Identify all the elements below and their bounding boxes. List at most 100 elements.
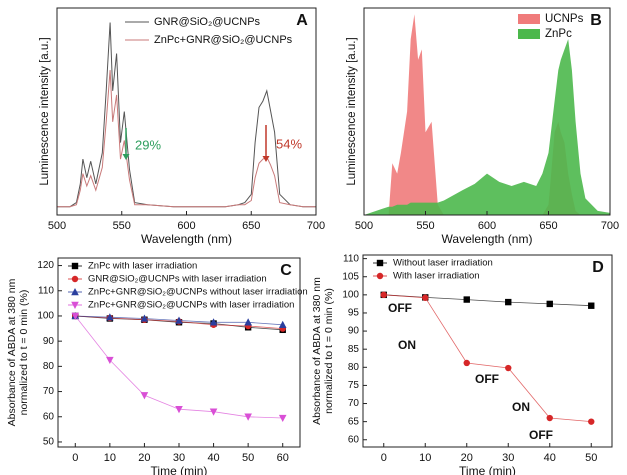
- x-tick-label: 40: [207, 452, 219, 464]
- y-tick-label: 80: [43, 361, 55, 372]
- x-tick-label: 20: [138, 452, 150, 464]
- y-tick-label: 80: [348, 362, 360, 373]
- y-tick-label: 120: [37, 260, 54, 271]
- marker: [140, 314, 149, 322]
- x-tick-label: 50: [242, 452, 254, 464]
- marker: [140, 392, 149, 400]
- x-axis-label: Time (min): [459, 464, 516, 475]
- y-axis-label: normalized to t = 0 min (%): [18, 290, 30, 416]
- legend-label: ZnPc+GNR@SiO₂@UCNPs with laser irradiati…: [88, 300, 294, 311]
- x-tick-label: 60: [277, 452, 289, 464]
- x-tick-label: 600: [478, 220, 496, 232]
- panel-letter: D: [592, 259, 604, 276]
- y-tick-label: 95: [348, 308, 360, 319]
- marker: [588, 302, 595, 309]
- marker: [505, 364, 512, 372]
- marker: [71, 301, 79, 309]
- marker: [244, 413, 252, 421]
- x-tick-label: 10: [104, 452, 116, 464]
- legend-label: ZnPc+GNR@SiO₂@UCNPs: [154, 34, 293, 46]
- marker: [546, 414, 553, 422]
- area: [364, 39, 610, 215]
- x-tick-label: 550: [416, 220, 434, 232]
- legend-label: UCNPs: [545, 13, 584, 25]
- y-axis-label: Luminescence intensity [a.u.]: [39, 37, 51, 185]
- marker: [175, 406, 183, 414]
- marker: [422, 294, 429, 301]
- x-tick-label: 600: [177, 220, 195, 232]
- legend-label: ZnPc: [545, 28, 572, 40]
- marker: [505, 298, 512, 306]
- x-tick-label: 550: [113, 220, 131, 232]
- y-tick-label: 65: [348, 416, 360, 427]
- x-tick-label: 650: [539, 220, 557, 232]
- x-tick-label: 0: [72, 452, 78, 464]
- panel-letter: C: [280, 262, 292, 279]
- legend-swatch: [518, 14, 540, 24]
- legend-label: ZnPc+GNR@SiO₂@UCNPs without laser irradi…: [88, 287, 308, 298]
- y-axis-label: Luminescence intensity [a.u.]: [346, 37, 358, 185]
- legend-swatch: [518, 29, 540, 39]
- y-tick-label: 75: [348, 380, 360, 391]
- y-tick-label: 110: [343, 253, 359, 264]
- marker: [71, 288, 79, 296]
- y-axis-label: Absorbance of ABDA at 380 nm: [6, 278, 18, 426]
- marker: [71, 275, 79, 283]
- x-tick-label: 20: [461, 452, 473, 464]
- y-tick-label: 90: [43, 336, 55, 347]
- annotation: 54%: [276, 136, 302, 151]
- x-tick-label: 700: [601, 220, 619, 232]
- y-axis-label: Absorbance of ABDA at 380 nm: [311, 277, 323, 425]
- marker: [244, 318, 252, 326]
- line: [74, 315, 283, 419]
- marker: [71, 262, 79, 270]
- x-tick-label: 30: [173, 452, 185, 464]
- annotation: 29%: [135, 137, 161, 152]
- plot-frame: [362, 254, 613, 448]
- x-axis-label: Wavelength (nm): [442, 232, 533, 246]
- panel-letter: A: [296, 12, 308, 29]
- line: [57, 70, 316, 208]
- y-tick-label: 110: [38, 285, 54, 296]
- legend-label: ZnPc with laser irradiation: [88, 261, 197, 272]
- y-tick-label: 85: [348, 344, 360, 355]
- x-axis-label: Wavelength (nm): [141, 232, 232, 246]
- x-tick-label: 0: [381, 452, 387, 464]
- arrow-head: [122, 154, 130, 160]
- x-tick-label: 650: [242, 220, 260, 232]
- marker: [106, 313, 114, 321]
- legend-label: GNR@SiO₂@UCNPs: [154, 16, 261, 28]
- annotation: OFF: [529, 428, 553, 442]
- x-tick-label: 30: [502, 452, 514, 464]
- x-tick-label: 40: [544, 452, 556, 464]
- marker: [463, 359, 470, 367]
- legend-label: Without laser irradiation: [393, 258, 493, 269]
- line: [383, 294, 592, 307]
- x-tick-label: 700: [307, 220, 325, 232]
- marker: [376, 272, 384, 280]
- legend-label: GNR@SiO₂@UCNPs with laser irradiation: [88, 274, 267, 285]
- y-tick-label: 105: [342, 271, 359, 282]
- y-tick-label: 60: [348, 434, 360, 445]
- x-tick-label: 500: [355, 220, 373, 232]
- marker: [376, 259, 384, 267]
- marker: [175, 316, 183, 324]
- x-tick-label: 10: [419, 452, 431, 464]
- y-axis-label: normalized to t = 0 min (%): [323, 288, 335, 414]
- x-axis-label: Time (min): [151, 464, 208, 475]
- marker: [278, 414, 287, 423]
- marker: [106, 356, 114, 365]
- marker: [209, 408, 218, 416]
- annotation: ON: [398, 338, 416, 352]
- marker: [380, 291, 387, 299]
- marker: [209, 318, 218, 326]
- y-tick-label: 70: [348, 398, 360, 409]
- annotation: ON: [512, 400, 530, 414]
- y-tick-label: 70: [43, 386, 55, 397]
- area: [364, 14, 610, 216]
- annotation: OFF: [388, 301, 412, 315]
- marker: [463, 296, 470, 303]
- marker: [588, 418, 595, 425]
- legend-label: With laser irradiation: [393, 271, 480, 282]
